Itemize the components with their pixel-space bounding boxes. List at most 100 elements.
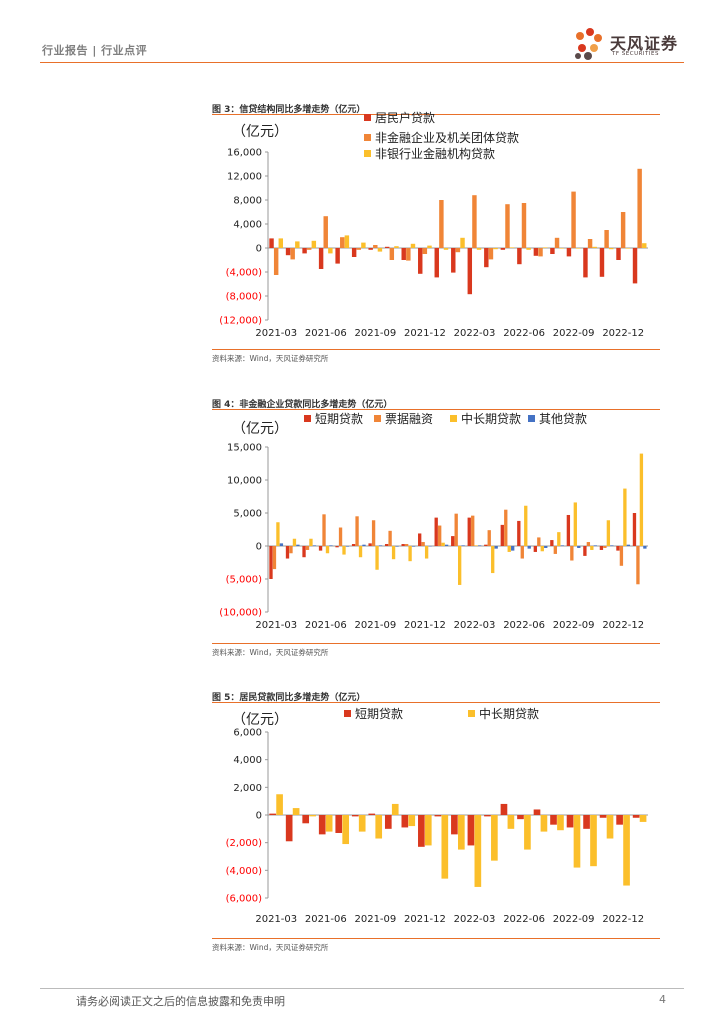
y-tick-label: (4,000) [226, 866, 263, 877]
bar [566, 815, 574, 828]
bar [493, 248, 498, 250]
legend-swatch [304, 415, 311, 422]
y-tick-label: 12,000 [227, 172, 262, 183]
x-tick-label: 2022-12 [602, 620, 644, 631]
bar [276, 794, 283, 815]
y-tick-label: 0 [256, 811, 262, 822]
bar [517, 248, 522, 265]
bar [623, 488, 627, 546]
figure-title: 图 4：非金融企业贷款同比多增走势（亿元） [212, 400, 393, 410]
y-tick-label: 10,000 [227, 476, 262, 487]
bar [335, 248, 340, 264]
logo-name-en: TF SECURITIES [612, 51, 659, 57]
bar [616, 248, 621, 260]
bar [616, 815, 623, 825]
legend-label: 非金融企业及机关团体贷款 [375, 130, 519, 145]
bar [295, 241, 300, 248]
bar [424, 815, 432, 846]
bar [418, 533, 422, 546]
chart-corporate-loans: （亿元）15,00010,0005,0000(5,000)(10,000)202… [219, 411, 648, 631]
bar [620, 212, 626, 248]
bar [351, 815, 359, 817]
bar [318, 248, 324, 269]
bar [351, 544, 356, 546]
bar [362, 544, 366, 546]
legend-label: 短期贷款 [315, 412, 363, 426]
bar [408, 546, 412, 562]
bar [418, 248, 423, 274]
bar [388, 530, 392, 546]
bar [441, 542, 445, 546]
x-tick-label: 2021-09 [354, 620, 396, 631]
bar [500, 803, 508, 815]
x-tick-label: 2022-09 [553, 620, 595, 631]
flower-logo-icon [575, 28, 602, 60]
bar [538, 248, 543, 257]
bar [521, 203, 527, 248]
x-tick-label: 2021-09 [354, 328, 396, 339]
page-number: 4 [659, 993, 666, 1006]
bar [610, 545, 614, 546]
bar [476, 248, 482, 250]
bar [477, 545, 482, 546]
figure-source: 资料来源：Wind，天风证券研究所 [212, 648, 329, 657]
bar [302, 815, 310, 824]
bar [401, 544, 405, 546]
bar [358, 815, 366, 832]
y-tick-label: 6,000 [233, 728, 262, 739]
y-tick-label: (6,000) [226, 894, 263, 905]
y-tick-label: 8,000 [233, 196, 262, 207]
figure-title-rule [212, 409, 660, 410]
bar [619, 546, 624, 566]
y-unit-label: （亿元） [232, 421, 288, 437]
bar [323, 216, 328, 248]
bar [342, 815, 350, 845]
bar [458, 546, 462, 585]
bar [422, 248, 428, 254]
bar [626, 544, 631, 546]
bar [371, 520, 376, 546]
bar [509, 247, 515, 248]
bar [345, 546, 350, 547]
y-tick-label: (5,000) [226, 575, 263, 586]
footer-disclaimer: 请务必阅读正文之后的信息披露和免责申明 [76, 995, 285, 1008]
bar [632, 513, 637, 546]
y-unit-label: （亿元） [232, 712, 288, 728]
bar [507, 815, 515, 829]
bar [542, 247, 548, 248]
y-tick-label: 15,000 [227, 443, 262, 454]
bar [593, 545, 597, 546]
x-tick-label: 2021-09 [354, 914, 396, 925]
bar [575, 248, 581, 249]
bar [395, 546, 399, 547]
bar [335, 546, 339, 548]
figure-source-rule [212, 349, 660, 350]
bar [491, 546, 495, 574]
legend-label: 非银行业金融机构贷款 [375, 146, 495, 161]
bar [461, 545, 465, 546]
bar [408, 815, 416, 827]
bar [639, 815, 647, 822]
figure-title-rule [212, 702, 660, 703]
y-tick-label: (12,000) [219, 316, 262, 327]
figure-4: 图 4：非金融企业贷款同比多增走势（亿元） （亿元） 15,000 10,000 5,… [212, 395, 660, 660]
legend-swatch [374, 415, 381, 422]
bar [571, 191, 576, 248]
y-unit-label: （亿元） [232, 124, 288, 140]
figure-title: 图 5：居民贷款同比多增走势（亿元） [212, 693, 366, 703]
bar [557, 532, 561, 546]
bar [335, 815, 343, 833]
bar [421, 542, 425, 546]
bar [434, 248, 439, 278]
bar [434, 815, 442, 817]
bar [344, 235, 350, 248]
bar [404, 544, 409, 546]
bar [637, 168, 642, 248]
bar [269, 813, 276, 815]
bar [517, 520, 521, 546]
bar [273, 248, 279, 275]
bar [566, 248, 572, 257]
bar [285, 248, 291, 256]
bar [438, 525, 442, 546]
bar [504, 509, 508, 546]
